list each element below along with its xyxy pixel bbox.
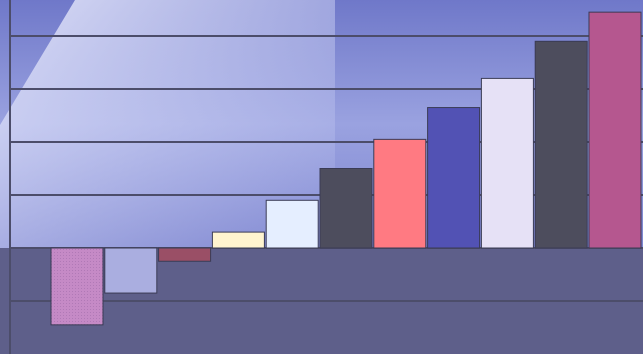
bars xyxy=(50,11,642,326)
bar-5 xyxy=(265,199,319,249)
light-beam xyxy=(0,0,335,248)
bar-10 xyxy=(534,40,588,249)
bar-3 xyxy=(158,247,212,262)
bar-11 xyxy=(588,11,642,249)
bar-2 xyxy=(104,247,158,294)
bar-9 xyxy=(480,77,534,249)
bar-7 xyxy=(373,138,427,249)
bar-4 xyxy=(211,231,265,249)
bar-6 xyxy=(319,168,373,249)
bar-1 xyxy=(50,247,104,326)
bar-8 xyxy=(427,107,481,249)
